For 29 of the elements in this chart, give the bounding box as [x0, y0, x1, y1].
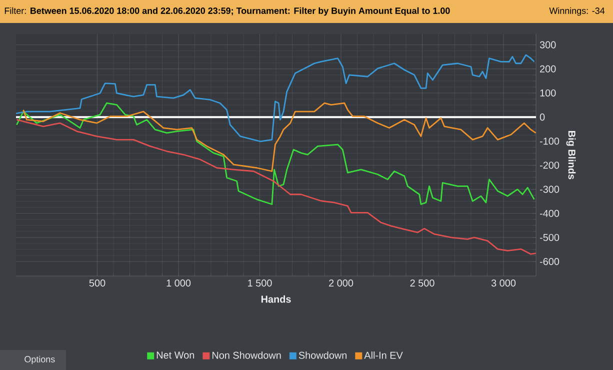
- x-tick-label: 3 000: [491, 280, 516, 287]
- line-series: [16, 54, 535, 142]
- legend-label: Net Won: [156, 352, 194, 359]
- text: Options: [24, 356, 55, 364]
- y-tick-label: 200: [540, 65, 556, 72]
- y-tick-label: -600: [540, 258, 560, 266]
- legend-label: All-In EV: [364, 352, 403, 359]
- y-tick-label: 300: [540, 41, 556, 48]
- x-tick-label: 2 500: [410, 280, 434, 287]
- legend-label: Showdown: [298, 352, 347, 359]
- y-tick-label: 100: [540, 89, 556, 97]
- x-axis-title: Hands: [261, 295, 291, 303]
- x-tick-label: 500: [89, 280, 106, 287]
- chart-title: Filter: Between 15.06.2020 18:00 and 22.06.2020 23:59; Tournament: Filter by Buyin Amount Equal to 1.00: [4, 7, 450, 16]
- x-tick-label: 1 500: [248, 280, 272, 287]
- x-tick-label: 2 000: [329, 280, 354, 287]
- y-tick-label: -500: [540, 234, 560, 241]
- y-tick-label: -300: [540, 186, 560, 193]
- line-series: [16, 102, 535, 205]
- y-tick-label: -400: [540, 210, 560, 217]
- y-axis-title: Big Blinds: [566, 131, 576, 180]
- line-series: [22, 102, 536, 172]
- text: Winnings: -34: [549, 7, 605, 16]
- y-tick-label: -100: [540, 138, 560, 145]
- legend-label: Non Showdown: [212, 352, 281, 359]
- y-tick-label: -200: [540, 162, 560, 169]
- x-tick-label: 1 000: [166, 280, 191, 287]
- y-tick-label: 0: [540, 114, 545, 121]
- line-series: [16, 119, 536, 255]
